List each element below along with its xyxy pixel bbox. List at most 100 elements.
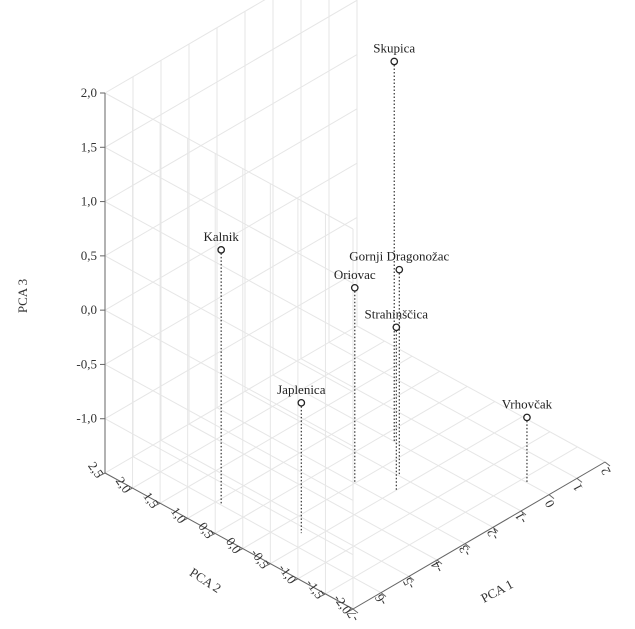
data-point xyxy=(395,265,404,274)
floor-grid-line xyxy=(216,407,466,545)
wall-grid-line xyxy=(104,271,358,420)
y-tick-label: 0,0 xyxy=(223,534,245,556)
floor-grid-line xyxy=(188,423,438,561)
floor-grid-line xyxy=(132,340,385,489)
y-tick-label: 0,5 xyxy=(195,519,217,541)
axis-frame xyxy=(98,92,611,614)
y-axis-line xyxy=(104,472,354,610)
data-point xyxy=(217,246,226,254)
wall-grid-line xyxy=(104,363,354,501)
y-tick-mark xyxy=(126,487,133,492)
floor-grid-line xyxy=(242,401,496,549)
x-tick-label: -3 xyxy=(455,543,473,560)
wall-grid-line xyxy=(104,309,354,447)
floor-grid-line xyxy=(214,386,468,534)
point-label: Kalnik xyxy=(203,229,239,244)
z-tick-label: -1,0 xyxy=(76,411,97,426)
floor-grid-line xyxy=(325,446,578,595)
x-tick-mark xyxy=(492,526,499,532)
wall-grid-line xyxy=(104,201,354,339)
data-point xyxy=(350,283,359,292)
x-tick-mark xyxy=(548,494,555,500)
y-tick-mark xyxy=(346,608,354,613)
x-axis-label: PCA 1 xyxy=(478,576,515,605)
z-tick-label: 1,5 xyxy=(81,139,97,154)
z-tick-label: -0,5 xyxy=(76,356,97,371)
point-label: Skupica xyxy=(373,40,415,55)
y-tick-label: -1,5 xyxy=(303,576,327,601)
x-tick-label: -1 xyxy=(511,510,529,527)
wall-grid-line xyxy=(104,418,354,556)
y-tick-mark xyxy=(98,472,106,477)
z-tick-label: 0,0 xyxy=(81,302,97,317)
x-tick-mark xyxy=(576,477,583,483)
floor-grid-line xyxy=(270,416,523,565)
wall-grid-line xyxy=(104,146,354,284)
x-tick-mark xyxy=(380,592,387,598)
y-tick-mark xyxy=(236,548,244,553)
wall-grid-line xyxy=(104,216,358,365)
y-tick-label: 1,0 xyxy=(168,504,190,526)
x-tick-mark xyxy=(408,575,415,581)
floor-grid-line xyxy=(272,374,522,512)
point-label: Gornji Dragonožac xyxy=(349,249,449,264)
data-point xyxy=(523,413,531,422)
x-tick-mark xyxy=(464,543,471,549)
y-tick-label: 1,5 xyxy=(140,489,162,511)
floor-grid-line xyxy=(297,431,551,580)
floor-grid-line xyxy=(132,456,382,594)
data-point xyxy=(392,323,401,332)
y-tick-label: 2,5 xyxy=(85,459,107,481)
z-tick-label: 1,0 xyxy=(81,194,97,209)
z-tick-label: 0,5 xyxy=(81,248,97,263)
y-tick-label: 2,0 xyxy=(113,474,135,496)
wall-grid-line xyxy=(104,0,358,148)
x-tick-mark xyxy=(520,510,527,516)
z-axis-label: PCA 3 xyxy=(15,279,30,313)
point-label: Strahinščica xyxy=(365,306,429,321)
y-tick-label: -1,0 xyxy=(276,561,300,586)
floor-grid-line xyxy=(104,325,358,474)
floor-grid-line xyxy=(300,358,550,496)
point-label: Japlenica xyxy=(277,382,326,397)
y-tick-mark xyxy=(181,517,188,522)
floor-grid-line xyxy=(187,370,440,519)
tick-labels: -1,0-0,50,00,51,01,52,0-2,0-1,5-1,0-0,50… xyxy=(76,85,613,625)
x-tick-label: -2 xyxy=(483,526,501,543)
floor-grid-line xyxy=(328,341,578,479)
x-axis-line xyxy=(352,461,606,610)
x-tick-label: -5 xyxy=(399,575,417,592)
x-tick-label: 0 xyxy=(541,498,557,511)
z-tick-label: 2,0 xyxy=(81,85,97,100)
data-points: Skupica Kalnik Gornji Dragonožac Oriovac Str… xyxy=(203,40,553,534)
wall-grid-line xyxy=(104,162,358,311)
point-label: Vrhovčak xyxy=(502,396,553,411)
y-axis-label: PCA 2 xyxy=(187,565,224,596)
x-tick-label: 2 xyxy=(597,465,613,478)
y-tick-label: -0,5 xyxy=(248,546,272,571)
x-tick-mark xyxy=(436,559,443,565)
wall-grid-line xyxy=(104,108,358,257)
x-tick-label: 1 xyxy=(569,481,585,494)
wall-grid-line xyxy=(104,54,358,203)
floor-grid-line xyxy=(244,390,494,528)
y-tick-mark xyxy=(208,532,216,537)
point-label: Oriovac xyxy=(334,267,376,282)
y-tick-mark xyxy=(319,593,326,598)
x-tick-label: -4 xyxy=(427,559,446,576)
x-tick-label: -6 xyxy=(371,591,390,608)
y-tick-mark xyxy=(291,578,299,583)
x-tick-mark xyxy=(352,608,359,614)
floor-grid-line xyxy=(159,355,413,504)
y-tick-mark xyxy=(264,563,271,568)
y-tick-mark xyxy=(153,502,161,507)
floor-grid-line xyxy=(356,325,606,463)
wall-grid-line xyxy=(104,92,354,230)
data-point xyxy=(390,57,399,66)
wall-grid-line xyxy=(104,255,354,393)
wall-grid-line xyxy=(104,0,266,94)
floor-grid-line xyxy=(160,439,410,577)
data-point xyxy=(297,398,306,407)
x-tick-mark xyxy=(604,461,611,467)
